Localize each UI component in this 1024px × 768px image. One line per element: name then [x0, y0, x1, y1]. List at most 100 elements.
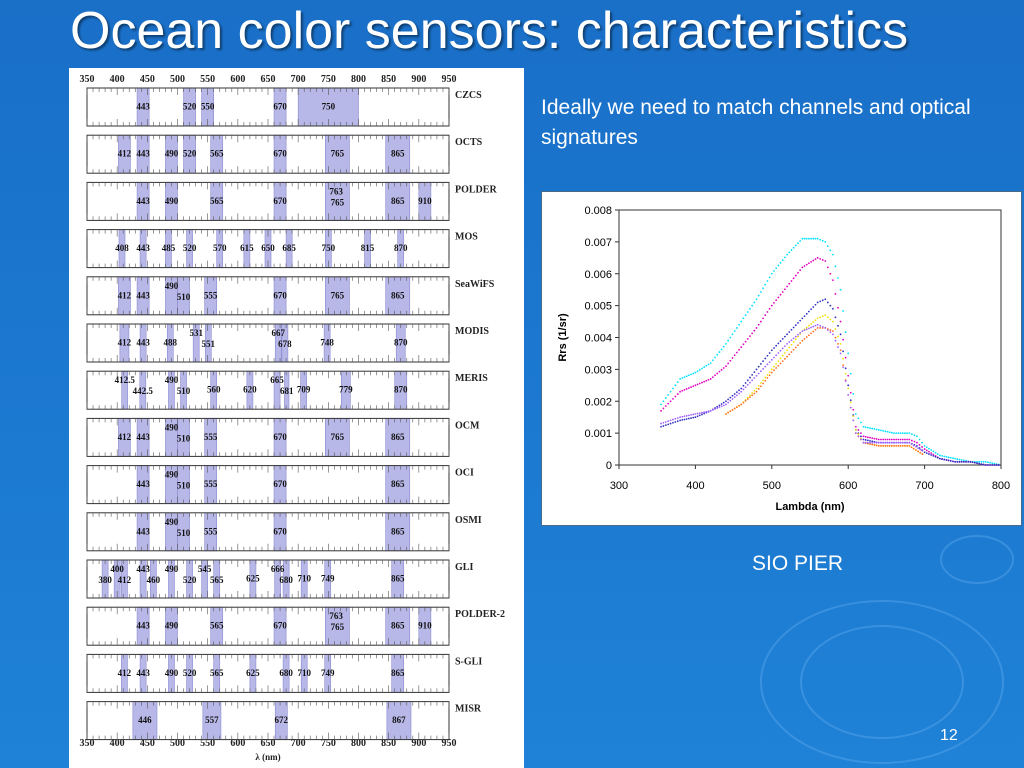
bottom-axis-tick-label: 850	[381, 738, 396, 749]
spectrum-point	[749, 394, 751, 397]
spectrum-point	[705, 379, 708, 382]
spectrum-point	[918, 438, 921, 441]
spectrum-point	[799, 240, 802, 242]
spectrum-point	[805, 328, 808, 331]
sensor-name: OCI	[455, 468, 474, 479]
band-label: 555	[204, 479, 218, 489]
band-label: 565	[210, 575, 224, 585]
band-label: 490	[165, 470, 179, 480]
spectrum-point	[824, 260, 827, 262]
spectrum-point	[707, 363, 710, 366]
spectrum-point	[829, 249, 832, 252]
spectrum-point	[844, 331, 847, 334]
y-tick-label: 0.003	[584, 364, 612, 376]
band-label: 412	[118, 338, 132, 348]
band-label: 670	[273, 432, 287, 442]
y-tick-label: 0.002	[584, 396, 612, 408]
spectrum-point	[738, 348, 740, 351]
band-label: 865	[391, 621, 405, 631]
sensor-name: CZCS	[455, 90, 482, 101]
spectrum-point	[871, 437, 874, 440]
spectrum-point	[790, 351, 793, 353]
spectrum-point	[764, 376, 767, 379]
spectrum-point	[799, 342, 802, 344]
spectrum-point	[844, 372, 847, 375]
spectrum-point	[886, 441, 889, 444]
spectrum-point	[852, 392, 855, 395]
spectrum-point	[764, 365, 767, 368]
spectrum-point	[930, 452, 933, 455]
spectrum-point	[783, 358, 786, 360]
spectrum-point	[781, 259, 784, 261]
spectrum-point	[783, 352, 786, 354]
spectrum-point	[914, 445, 917, 448]
spectrum-point	[768, 276, 771, 279]
spectrum-point	[797, 242, 799, 245]
band-label: 650	[261, 243, 275, 253]
band-label: 620	[243, 385, 257, 395]
spectrum-point	[744, 314, 747, 317]
spectrum-point	[698, 382, 701, 385]
spectrum-point	[740, 403, 743, 406]
spectrum-point	[792, 348, 795, 351]
spectrum-point	[930, 449, 933, 451]
spectrum-point	[690, 373, 692, 376]
spectrum-point	[757, 372, 760, 375]
spectrum-point	[821, 315, 824, 318]
spectrum-point	[738, 392, 740, 395]
slide-title: Ocean color sensors: characteristics	[70, 2, 909, 60]
spectrum-point	[873, 428, 876, 430]
spectrum-point	[888, 438, 891, 441]
spectrum-point	[978, 460, 981, 463]
band-label: 442.5	[133, 386, 154, 396]
spectrum-point	[810, 237, 812, 240]
band-label: 510	[177, 433, 191, 443]
band-label: 510	[177, 292, 191, 302]
spectrum-point	[805, 312, 808, 315]
spectrum-point	[880, 444, 882, 447]
spectrum-point	[716, 405, 719, 408]
spectrum-point	[837, 324, 839, 327]
band-label: 400	[110, 564, 124, 574]
bottom-axis-tick-label: 700	[291, 738, 306, 749]
spectrum-point	[918, 443, 921, 446]
spectrum-point	[768, 374, 771, 377]
bottom-axis-tick-label: 900	[411, 738, 426, 749]
band-label: 412.5	[115, 375, 136, 385]
spectrum-point	[720, 368, 723, 371]
spectrum-point	[854, 429, 857, 431]
spectrum-point	[762, 379, 764, 382]
spectrum-point	[681, 377, 684, 379]
spectrum-point	[832, 253, 834, 256]
x-tick-label: 400	[686, 480, 704, 492]
spectrum-point	[681, 415, 684, 418]
band-label: 672	[275, 715, 289, 725]
band-label: 765	[331, 149, 345, 159]
spectrum-point	[718, 370, 721, 373]
spectrum-point	[687, 374, 690, 377]
spectrum-point	[895, 441, 898, 444]
spectrum-point	[976, 460, 978, 463]
spectrum-point	[936, 456, 939, 459]
spectrum-point	[875, 428, 878, 431]
spectrum-point	[759, 320, 762, 323]
spectrum-point	[740, 387, 743, 390]
spectrum-point	[709, 409, 712, 412]
spectrum-point	[783, 335, 786, 338]
spectrum-point	[749, 335, 751, 338]
rrs-chart-svg: 0 0.001 0.002 0.003 0.004 0.005 0.006 0.007 0.00…	[557, 205, 1010, 513]
spectrum-point	[794, 274, 797, 277]
spectrum-point	[662, 407, 665, 410]
rrs-spectra-chart: 0 0.001 0.002 0.003 0.004 0.005 0.006 0.007 0.00…	[541, 191, 1022, 526]
spectrum-point	[824, 240, 827, 243]
spectrum-point	[826, 329, 829, 331]
spectrum-point	[683, 418, 686, 421]
spectrum-point	[777, 264, 780, 267]
spectrum-point	[727, 411, 730, 414]
band-label: 443	[136, 432, 150, 442]
spectrum-point	[770, 272, 773, 275]
band-label: 490	[165, 196, 179, 206]
spectrum-point	[912, 444, 915, 447]
